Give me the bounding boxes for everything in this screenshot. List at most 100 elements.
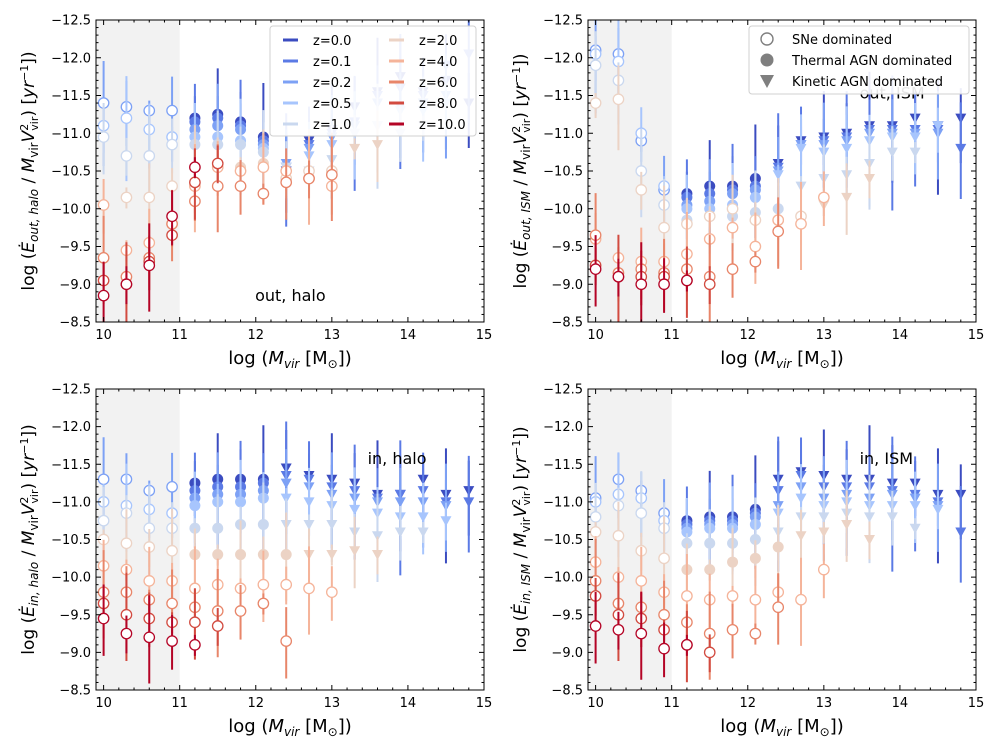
- y-axis-label: log (Ėin, ISM / MvirV2vir) [yr−1]): [510, 426, 533, 652]
- marker-thermal: [704, 537, 716, 549]
- legend-feedback: SNe dominated Thermal AGN dominated Kineti…: [748, 25, 970, 95]
- y-tick-label: −10.0: [51, 202, 91, 217]
- marker-sne: [234, 180, 247, 192]
- marker-kinetic: [795, 531, 807, 542]
- y-tick-label: −10.0: [543, 571, 583, 586]
- x-tick-label: 13: [816, 328, 833, 343]
- marker-thermal: [212, 522, 224, 534]
- marker-kinetic: [909, 523, 921, 534]
- legend-label: SNe dominated: [792, 33, 892, 48]
- marker-sne: [817, 563, 830, 576]
- data-points: [589, 20, 967, 322]
- x-axis-label: log (Mvir [M⊙]): [720, 716, 843, 739]
- marker-sne: [658, 552, 670, 565]
- x-tick-label: 11: [171, 328, 188, 343]
- legend-label: z=0.0: [313, 34, 351, 49]
- marker-sne: [589, 59, 602, 72]
- marker-sne: [681, 590, 693, 602]
- x-axis-label: log (Mvir [M⊙]): [228, 716, 351, 739]
- marker-sne: [97, 199, 110, 211]
- marker-sne: [635, 278, 648, 291]
- marker-thermal: [681, 526, 693, 538]
- marker-sne: [817, 191, 830, 204]
- marker-kinetic: [326, 519, 338, 530]
- y-tick-label: −9.0: [59, 278, 91, 293]
- marker-kinetic: [280, 478, 292, 489]
- marker-kinetic: [886, 147, 898, 158]
- marker-sne: [612, 529, 625, 542]
- marker-kinetic: [955, 143, 967, 154]
- marker-kinetic: [863, 512, 875, 523]
- marker-kinetic: [371, 140, 383, 151]
- y-tick-label: −8.5: [551, 316, 583, 331]
- marker-sne: [658, 221, 670, 234]
- marker-sne: [658, 278, 670, 291]
- x-tick-label: 11: [663, 328, 680, 343]
- marker-thermal: [749, 534, 761, 545]
- y-tick-label: −11.5: [51, 458, 91, 473]
- marker-kinetic: [463, 497, 475, 508]
- x-tick-label: 14: [892, 696, 909, 711]
- x-tick-label: 10: [95, 696, 112, 711]
- y-tick-label: −12.5: [51, 14, 91, 29]
- y-tick-label: −10.5: [51, 533, 91, 548]
- marker-sne: [120, 278, 133, 291]
- x-tick-label: 13: [324, 696, 341, 711]
- legend-sne-marker: [760, 32, 774, 46]
- x-tick-label: 15: [968, 696, 985, 711]
- marker-kinetic: [932, 504, 944, 515]
- shaded-region: [588, 20, 672, 322]
- marker-thermal: [212, 549, 224, 561]
- marker-kinetic: [955, 527, 967, 538]
- marker-sne: [589, 511, 602, 523]
- x-axis-label: log (Mvir [M⊙]): [228, 348, 351, 371]
- marker-kinetic: [795, 143, 807, 154]
- marker-sne: [325, 586, 338, 599]
- y-tick-label: −9.0: [551, 278, 583, 293]
- marker-kinetic: [394, 527, 406, 538]
- y-tick-label: −9.5: [551, 608, 583, 623]
- y-tick-label: −10.0: [543, 202, 583, 217]
- y-axis-label: log (Ėout, ISM / MvirV2vir) [yr−1]): [510, 53, 533, 288]
- marker-sne: [726, 221, 739, 234]
- marker-sne: [589, 526, 602, 538]
- x-tick-label: 12: [739, 696, 756, 711]
- y-tick-label: −10.5: [51, 165, 91, 180]
- y-tick-label: −9.0: [551, 646, 583, 661]
- x-tick-label: 14: [892, 328, 909, 343]
- marker-kinetic: [417, 527, 429, 538]
- marker-thermal: [235, 496, 247, 508]
- y-tick-label: −11.5: [51, 89, 91, 104]
- marker-kinetic: [371, 531, 383, 542]
- marker-sne: [703, 646, 716, 659]
- marker-sne: [635, 507, 648, 520]
- marker-sne: [325, 168, 338, 181]
- y-axis-label: log (Ėout, halo / MvirV2vir) [yr−1]): [18, 51, 41, 290]
- y-tick-label: −12.0: [51, 420, 91, 435]
- marker-sne: [189, 161, 201, 174]
- legend-label: z=0.5: [313, 97, 351, 112]
- marker-kinetic: [841, 519, 853, 530]
- marker-sne: [143, 259, 156, 272]
- marker-sne: [726, 263, 739, 275]
- marker-thermal: [280, 549, 292, 561]
- marker-sne: [166, 597, 178, 610]
- marker-sne: [97, 514, 110, 527]
- marker-kinetic: [394, 497, 406, 508]
- x-tick-label: 10: [587, 696, 604, 711]
- panel-in_ism: 10 11 12 13 14 15 −8.5 −9.0 −9.5 −10.0 −10.5 −11.0 −…: [510, 383, 984, 740]
- marker-sne: [211, 157, 224, 170]
- x-tick-label: 11: [663, 696, 680, 711]
- marker-kinetic: [349, 143, 361, 154]
- marker-sne: [749, 255, 762, 268]
- marker-sne: [635, 184, 648, 196]
- marker-thermal: [189, 500, 201, 512]
- marker-sne: [280, 176, 293, 189]
- marker-sne: [166, 635, 178, 647]
- legend-label: z=6.0: [419, 76, 457, 91]
- marker-kinetic: [886, 512, 898, 523]
- marker-sne: [795, 593, 807, 606]
- marker-sne: [589, 620, 602, 632]
- marker-kinetic: [349, 504, 361, 515]
- x-tick-label: 12: [247, 328, 264, 343]
